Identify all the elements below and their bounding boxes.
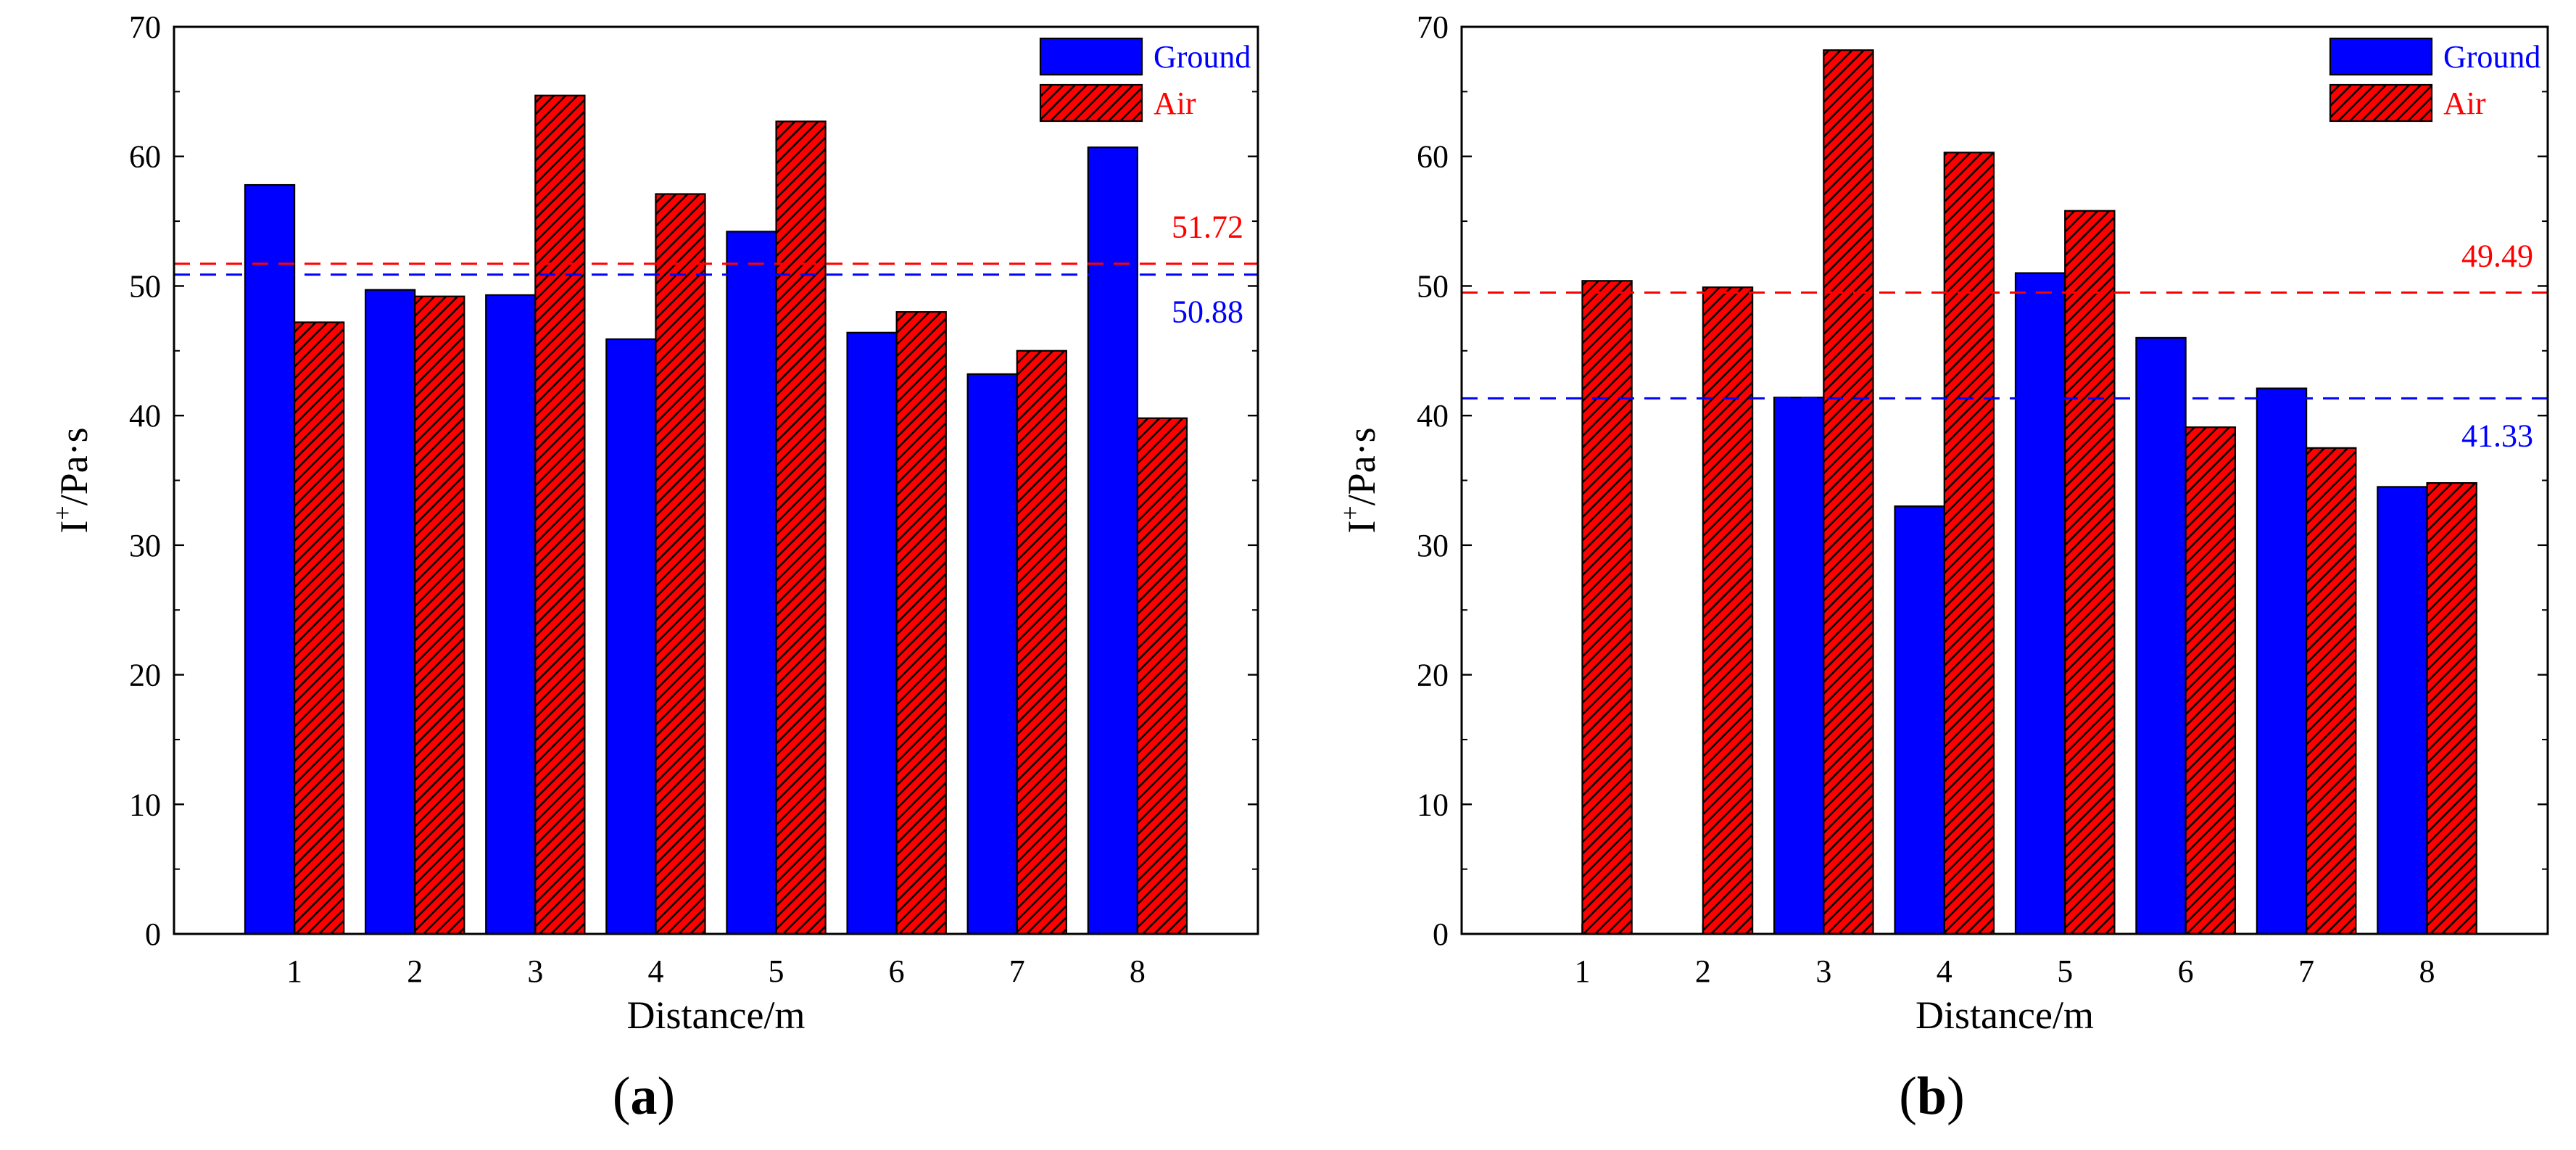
x-tick-label: 1 [286, 953, 302, 989]
x-tick-label: 8 [2419, 953, 2435, 989]
bar-air-5 [775, 120, 827, 935]
y-tick-label: 0 [1433, 917, 1449, 952]
y-axis-label: I+/Pa·s [1335, 427, 1383, 533]
bar-air-7 [2306, 447, 2357, 935]
legend-label-ground: Ground [1154, 39, 1251, 75]
bar-air-7 [1016, 349, 1067, 935]
panel-b: 0 10 20 30 40 50 60 70 1 2 3 4 5 6 7 8 49.49 41.33 Ground A… [1288, 0, 2576, 1150]
y-tick-label: 70 [129, 9, 161, 45]
plot-frame [1460, 25, 2549, 935]
reference-label-ground: 50.88 [1172, 294, 1243, 330]
y-axis-label-superscript: + [48, 505, 77, 520]
legend-swatch-ground [2329, 37, 2433, 76]
bar-air-1 [1581, 280, 1633, 935]
legend-swatch-air [2329, 83, 2433, 123]
y-axis-label: I+/Pa·s [48, 427, 96, 533]
bar-air-2 [414, 295, 465, 935]
bar-air-1 [294, 321, 345, 935]
y-axis-label-main: I [1340, 521, 1383, 534]
x-tick-label: 5 [769, 953, 784, 989]
chart-a: 0 10 20 30 40 50 60 70 1 2 3 4 5 6 7 8 51.72 50.88 Ground A… [48, 9, 1259, 1037]
bar-air-5 [2064, 210, 2116, 935]
y-tick-label: 40 [1417, 398, 1449, 434]
bar-ground-6 [846, 331, 898, 935]
y-tick-label: 50 [129, 268, 161, 304]
x-axis-label: Distance/m [1916, 993, 2094, 1037]
x-tick-label: 2 [407, 953, 423, 989]
y-tick-label: 70 [1417, 9, 1449, 45]
x-tick-label: 3 [527, 953, 543, 989]
bar-ground-8 [1087, 146, 1138, 935]
y-tick-label: 60 [129, 139, 161, 175]
reference-label-air: 51.72 [1172, 210, 1243, 245]
y-tick-label: 20 [1417, 658, 1449, 693]
bar-ground-3 [1773, 397, 1825, 935]
x-tick-label: 6 [889, 953, 905, 989]
bar-air-6 [2184, 426, 2237, 935]
bar-ground-4 [1894, 505, 1945, 935]
bar-air-4 [1943, 152, 1995, 935]
legend-label-air: Air [2443, 86, 2486, 121]
bar-ground-7 [966, 373, 1018, 935]
bar-ground-2 [365, 289, 416, 935]
bar-ground-5 [726, 231, 777, 935]
y-tick-label: 10 [129, 787, 161, 822]
y-axis-label-main: I [52, 521, 96, 534]
y-tick-label: 60 [1417, 139, 1449, 175]
y-tick-label: 20 [129, 658, 161, 693]
legend-label-air: Air [1154, 86, 1196, 121]
y-tick-label: 50 [1417, 268, 1449, 304]
plot-frame [173, 25, 1259, 935]
x-tick-label: 2 [1695, 953, 1711, 989]
bar-ground-8 [2377, 486, 2428, 935]
y-tick-label: 30 [129, 528, 161, 563]
bar-ground-5 [2014, 272, 2066, 935]
x-tick-label: 4 [1937, 953, 1952, 989]
bar-air-3 [534, 94, 586, 935]
x-tick-label: 7 [2298, 953, 2314, 989]
y-tick-label: 10 [1417, 787, 1449, 822]
y-axis-label-superscript: + [1335, 505, 1364, 520]
y-axis-label-unit: /Pa·s [52, 427, 96, 505]
x-tick-label: 8 [1130, 953, 1146, 989]
bar-air-4 [655, 193, 706, 935]
bar-ground-6 [2135, 336, 2187, 935]
bar-air-6 [895, 311, 947, 935]
bar-air-2 [1702, 286, 1754, 935]
x-tick-label: 1 [1574, 953, 1590, 989]
y-tick-label: 30 [1417, 528, 1449, 563]
x-tick-label: 7 [1009, 953, 1025, 989]
panel-label-a: (a) [612, 1067, 676, 1126]
legend-label-ground: Ground [2443, 39, 2540, 75]
bar-ground-7 [2256, 387, 2308, 935]
bar-air-8 [2426, 481, 2477, 935]
y-axis-label-unit: /Pa·s [1340, 427, 1383, 505]
x-tick-label: 5 [2057, 953, 2073, 989]
x-tick-label: 6 [2178, 953, 2194, 989]
x-tick-label: 4 [647, 953, 663, 989]
x-tick-label: 3 [1815, 953, 1831, 989]
reference-label-air: 49.49 [2461, 239, 2533, 274]
x-axis-label: Distance/m [627, 993, 805, 1037]
legend-swatch-ground [1039, 37, 1143, 76]
bar-air-3 [1823, 49, 1874, 935]
panel-a: 0 10 20 30 40 50 60 70 1 2 3 4 5 6 7 8 51.72 50.88 Ground A… [48, 9, 1259, 1126]
chart-b: 0 10 20 30 40 50 60 70 1 2 3 4 5 6 7 8 49.49 41.33 Ground A… [1335, 9, 2549, 1037]
bar-ground-4 [605, 338, 657, 935]
y-tick-label: 40 [129, 398, 161, 434]
reference-label-ground: 41.33 [2461, 418, 2533, 453]
y-tick-label: 0 [145, 917, 161, 952]
legend-swatch-air [1039, 83, 1143, 123]
panel-label-b: (b) [1899, 1067, 1965, 1126]
bar-ground-3 [485, 294, 537, 935]
bar-ground-1 [244, 183, 296, 935]
bar-air-8 [1136, 417, 1188, 935]
